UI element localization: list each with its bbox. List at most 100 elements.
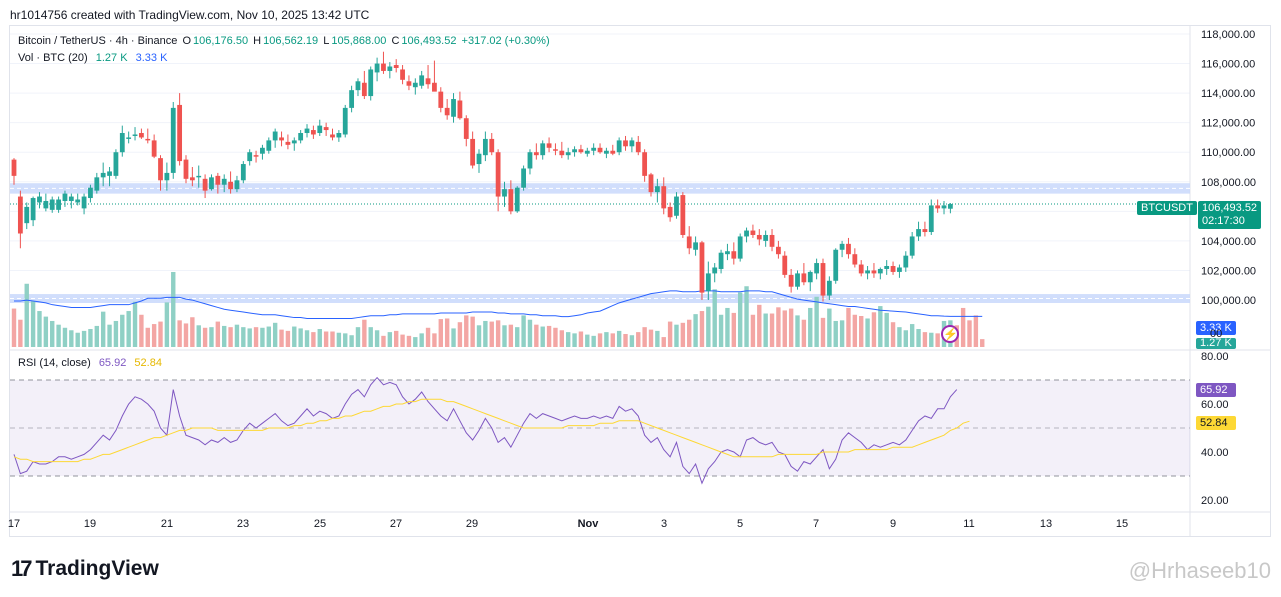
volume-bar (827, 308, 832, 347)
volume-bar (209, 327, 214, 347)
rsi-label: RSI (14, close) (18, 357, 91, 369)
volume-ma-polyline (14, 290, 983, 319)
rsi-value: 65.92 (98, 357, 127, 369)
tradingview-logo[interactable]: 17 TradingView (11, 556, 159, 582)
candle-body (482, 138, 488, 156)
candle-body (100, 172, 106, 178)
volume-bar (795, 315, 800, 347)
volume-bar (247, 328, 252, 347)
candle-body (648, 174, 654, 193)
candle-body (298, 133, 304, 141)
volume-bar (820, 317, 826, 347)
candle-body (750, 230, 756, 235)
volume-bar (597, 333, 603, 347)
volume-bar (687, 319, 692, 347)
candle-body (56, 199, 61, 210)
candle-body (196, 175, 202, 178)
candle-body (374, 63, 380, 73)
candle-body (62, 193, 68, 201)
candle-body (49, 199, 55, 210)
candle-body (597, 147, 603, 153)
candle-body (202, 178, 208, 191)
volume-bar (241, 327, 246, 347)
candle-body (489, 138, 495, 153)
candle-body (871, 270, 877, 274)
candle-body (11, 159, 17, 176)
volume-bar (343, 333, 348, 347)
volume-bar (368, 327, 373, 347)
candle-body (629, 140, 635, 147)
volume-bar (788, 308, 794, 347)
volume-bar (674, 324, 679, 347)
candle-body (43, 200, 49, 209)
tv-mark-icon: 17 (11, 556, 33, 581)
volume-bar (814, 296, 819, 347)
candle-body (820, 263, 826, 296)
rsi-ma-tag: 52.84 (1196, 416, 1236, 430)
candle-body (304, 128, 310, 134)
price-axis-label: 100,000.00 (1201, 295, 1256, 307)
volume-bar (546, 325, 552, 347)
volume-bar (139, 314, 144, 347)
time-axis-label: Nov (578, 518, 600, 530)
candle-body (151, 140, 157, 157)
candle-body (266, 140, 272, 151)
time-axis-label: 3 (661, 518, 667, 530)
candle-body (170, 107, 176, 173)
volume-bar (323, 331, 329, 347)
volume-bar (833, 320, 838, 347)
candle-body (75, 199, 81, 203)
volume-bar (113, 320, 119, 347)
volume-bar (151, 324, 157, 347)
candle-body (17, 196, 23, 234)
candle-body (139, 133, 144, 138)
volume-bar (24, 283, 29, 347)
volume-bar (304, 330, 310, 347)
volume-bar (980, 339, 985, 347)
volume-bar (591, 335, 596, 347)
lightning-icon[interactable]: ⚡ (941, 325, 959, 343)
last-price-tag: 106,493.52 02:17:30 (1198, 201, 1262, 229)
candle-body (909, 236, 915, 256)
volume-bar (374, 330, 380, 347)
candle-body (890, 266, 896, 272)
volume-bar (215, 321, 221, 347)
candle-body (247, 152, 253, 162)
volume-bar (616, 330, 622, 347)
volume-bar (253, 327, 259, 347)
volume-bar (387, 332, 393, 347)
symbol-tag: BTCUSDT (1137, 201, 1197, 215)
candle-body (935, 205, 941, 209)
candle-body (502, 189, 507, 197)
volume-bar (298, 328, 303, 347)
volume-bar (126, 311, 131, 347)
candle-body (119, 133, 125, 153)
volume-bar (648, 329, 654, 347)
candle-body (387, 66, 393, 71)
candle-body (37, 196, 42, 203)
volume-bars (11, 271, 985, 347)
candle-body (591, 147, 597, 151)
volume-bar (171, 271, 176, 347)
volume-bar (527, 319, 533, 347)
change-value: +317.02 (+0.30%) (461, 35, 550, 47)
candle-body (807, 271, 813, 283)
volume-bar (553, 327, 558, 347)
volume-bar (120, 314, 125, 347)
candle-body (368, 69, 374, 97)
volume-bar (362, 319, 367, 347)
candle-body (381, 63, 386, 71)
volume-bar (515, 327, 520, 347)
volume-ma-tag: 3.33 K (1196, 321, 1236, 335)
candle-body (877, 268, 883, 274)
candle-body (546, 143, 552, 148)
volume-bar (667, 321, 673, 347)
volume-bar (495, 320, 501, 347)
volume-bar (317, 329, 322, 347)
time-axis-label: 9 (890, 518, 896, 530)
time-axis-label: 21 (161, 518, 173, 530)
volume-bar (750, 314, 756, 347)
created-by-header: hr1014756 created with TradingView.com, … (10, 8, 370, 22)
brand-name: TradingView (35, 557, 159, 580)
